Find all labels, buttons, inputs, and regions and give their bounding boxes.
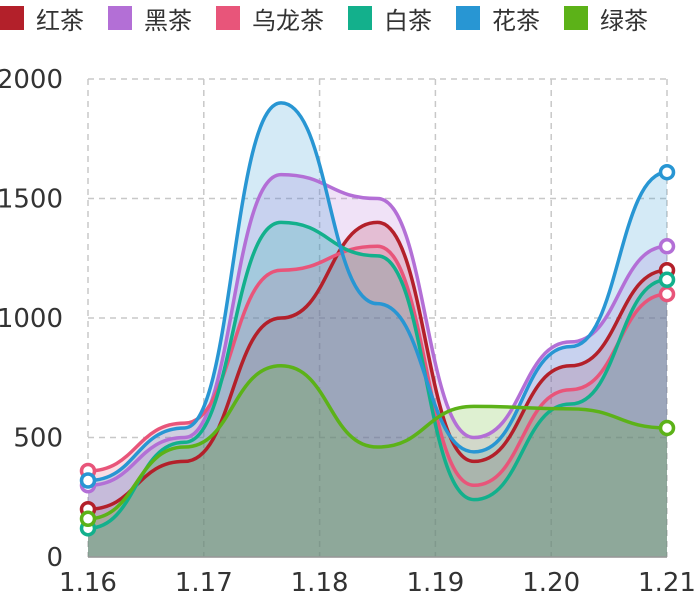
series-end-point[interactable] — [658, 271, 676, 289]
series-line — [87, 101, 668, 483]
legend-swatch[interactable] — [348, 6, 372, 30]
series-areas — [88, 102, 667, 558]
series-end-point[interactable] — [658, 163, 676, 181]
y-tick-label: 1000 — [0, 304, 63, 334]
y-axis: 0 500 1000 1500 2000 — [0, 65, 63, 573]
legend: 红茶 黑茶 乌龙茶 白茶 花茶 绿茶 — [0, 6, 648, 35]
series-line — [87, 220, 668, 531]
y-tick-label: 0 — [46, 543, 63, 573]
x-tick-label: 1.17 — [175, 568, 233, 598]
series-end-point[interactable] — [658, 238, 676, 255]
legend-label[interactable]: 黑茶 — [144, 7, 192, 35]
series-end-point[interactable] — [79, 472, 97, 489]
legend-swatch[interactable] — [108, 6, 132, 30]
legend-label[interactable]: 白茶 — [384, 7, 432, 35]
series-area — [88, 222, 667, 557]
series-end-point[interactable] — [79, 510, 97, 528]
x-tick-label: 1.16 — [59, 568, 117, 598]
series-line — [87, 172, 668, 488]
legend-swatch[interactable] — [456, 6, 480, 30]
y-tick-label: 1500 — [0, 185, 63, 215]
legend-swatch[interactable] — [216, 6, 240, 30]
legend-label[interactable]: 绿茶 — [600, 7, 648, 35]
x-tick-label: 1.18 — [291, 568, 349, 598]
series-points — [79, 163, 676, 537]
y-tick-label: 500 — [13, 424, 63, 454]
legend-label[interactable]: 红茶 — [36, 7, 84, 35]
series-area — [88, 174, 667, 557]
series-line — [87, 364, 668, 521]
legend-label[interactable]: 花茶 — [492, 7, 540, 35]
series-end-point[interactable] — [658, 285, 676, 303]
x-tick-label: 1.19 — [406, 568, 464, 598]
x-axis: 1.16 1.17 1.18 1.19 1.20 1.21 — [59, 556, 696, 598]
series-end-point[interactable] — [658, 419, 676, 437]
legend-label[interactable]: 乌龙茶 — [252, 7, 324, 35]
y-tick-label: 2000 — [0, 65, 63, 95]
x-tick-label: 1.20 — [522, 568, 580, 598]
legend-swatch[interactable] — [0, 6, 24, 30]
series-lines — [87, 101, 668, 531]
x-tick-label: 1.21 — [638, 568, 696, 598]
series-area — [88, 246, 667, 558]
series-line — [87, 244, 668, 488]
series-area — [88, 102, 667, 558]
series-area — [88, 222, 667, 557]
series-line — [87, 220, 668, 511]
legend-swatch[interactable] — [564, 6, 588, 30]
